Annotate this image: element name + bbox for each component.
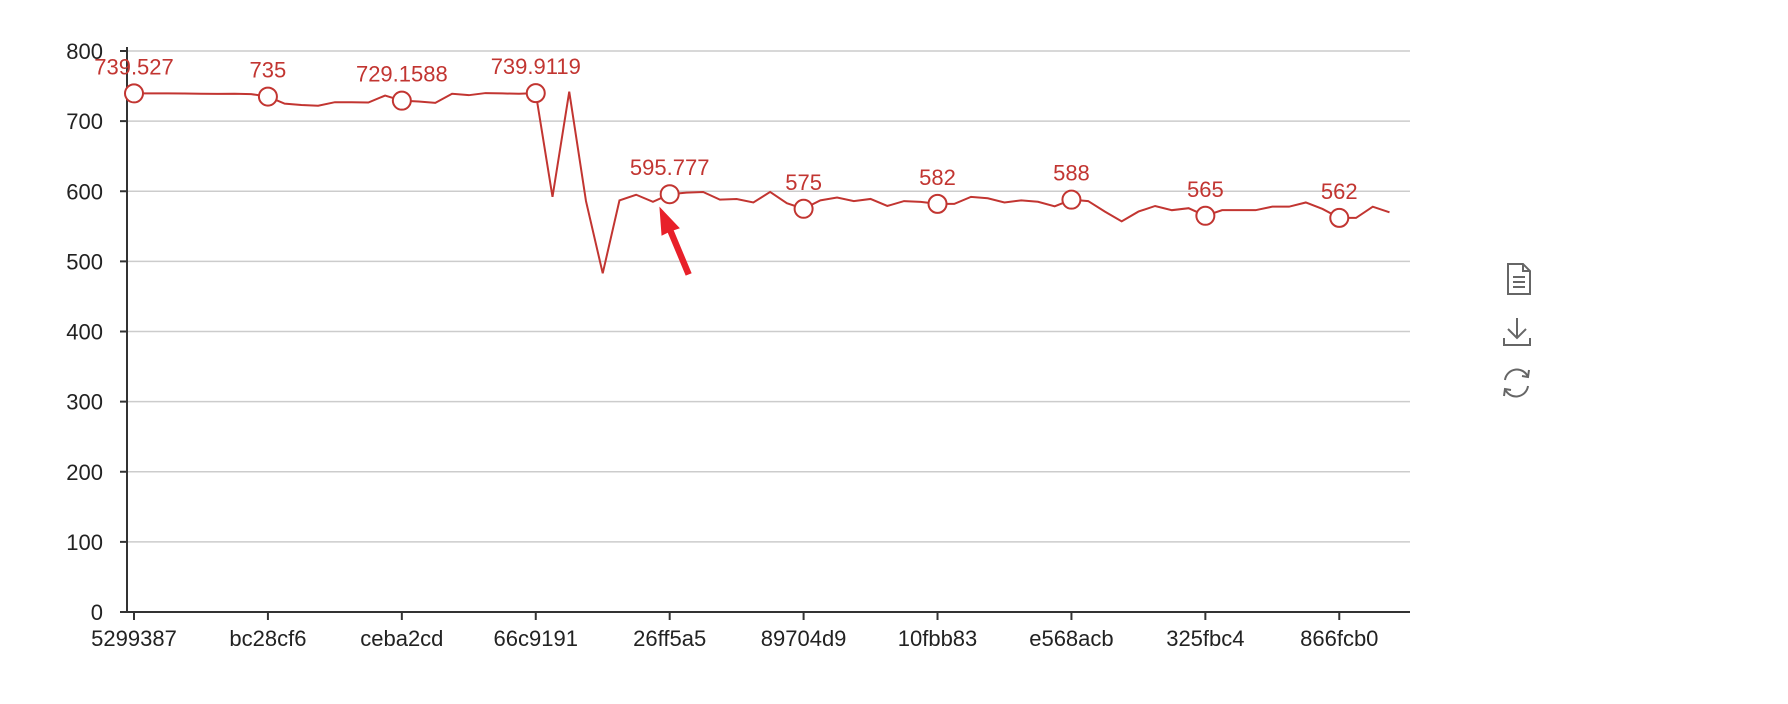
data-label: 565: [1187, 177, 1224, 202]
x-tick-label: ceba2cd: [360, 626, 443, 651]
data-point-marker: [793, 198, 814, 219]
y-axis: 0 100 200 300 400 500 600 700 800: [66, 39, 128, 625]
data-labels: 739.527 735 729.1588 739.9119 595.777 575 582 5…: [94, 54, 1357, 204]
document-icon[interactable]: [1507, 263, 1531, 295]
y-tick-label: 400: [66, 320, 103, 345]
data-point-marker: [927, 193, 948, 214]
y-tick-label: 100: [66, 530, 103, 555]
data-label: 582: [919, 165, 956, 190]
x-tick-label: bc28cf6: [229, 626, 306, 651]
refresh-icon[interactable]: [1503, 368, 1530, 398]
data-label: 595.777: [630, 155, 710, 180]
data-point-marker: [1061, 189, 1082, 210]
data-point-marker: [1195, 205, 1216, 226]
data-label: 562: [1321, 179, 1358, 204]
series-markers: [124, 83, 1350, 228]
x-tick-label: 89704d9: [761, 626, 847, 651]
y-tick-label: 700: [66, 109, 103, 134]
data-point-marker: [391, 90, 412, 111]
data-label: 739.527: [94, 54, 174, 79]
download-icon[interactable]: [1503, 318, 1531, 346]
y-tick-label: 300: [66, 390, 103, 415]
series-line: [133, 91, 1390, 274]
data-point-marker: [525, 83, 546, 104]
data-label: 575: [785, 170, 822, 195]
y-tick-label: 800: [66, 39, 103, 64]
x-tick-label: 26ff5a5: [633, 626, 706, 651]
data-point-marker: [659, 184, 680, 205]
data-label: 729.1588: [356, 62, 448, 87]
y-tick-label: 200: [66, 460, 103, 485]
red-arrow-icon: [659, 206, 692, 276]
x-tick-label: 866fcb0: [1300, 626, 1378, 651]
data-label: 739.9119: [491, 54, 581, 79]
x-tick-label: 10fbb83: [898, 626, 978, 651]
y-tick-label: 500: [66, 249, 103, 274]
y-tick-label: 600: [66, 179, 103, 204]
x-axis: 5299387 bc28cf6 ceba2cd 66c9191 26ff5a5 89704…: [91, 611, 1410, 651]
data-label: 588: [1053, 161, 1090, 186]
grid-lines: [127, 50, 1410, 543]
data-point-marker: [257, 86, 278, 107]
data-point-marker: [1329, 207, 1350, 228]
x-tick-label: 325fbc4: [1166, 626, 1244, 651]
data-point-marker: [124, 83, 144, 104]
y-tick-label: 0: [91, 600, 103, 625]
x-tick-label: 66c9191: [494, 626, 578, 651]
data-label: 735: [250, 58, 287, 83]
x-tick-label: e568acb: [1029, 626, 1113, 651]
x-tick-label: 5299387: [91, 626, 177, 651]
